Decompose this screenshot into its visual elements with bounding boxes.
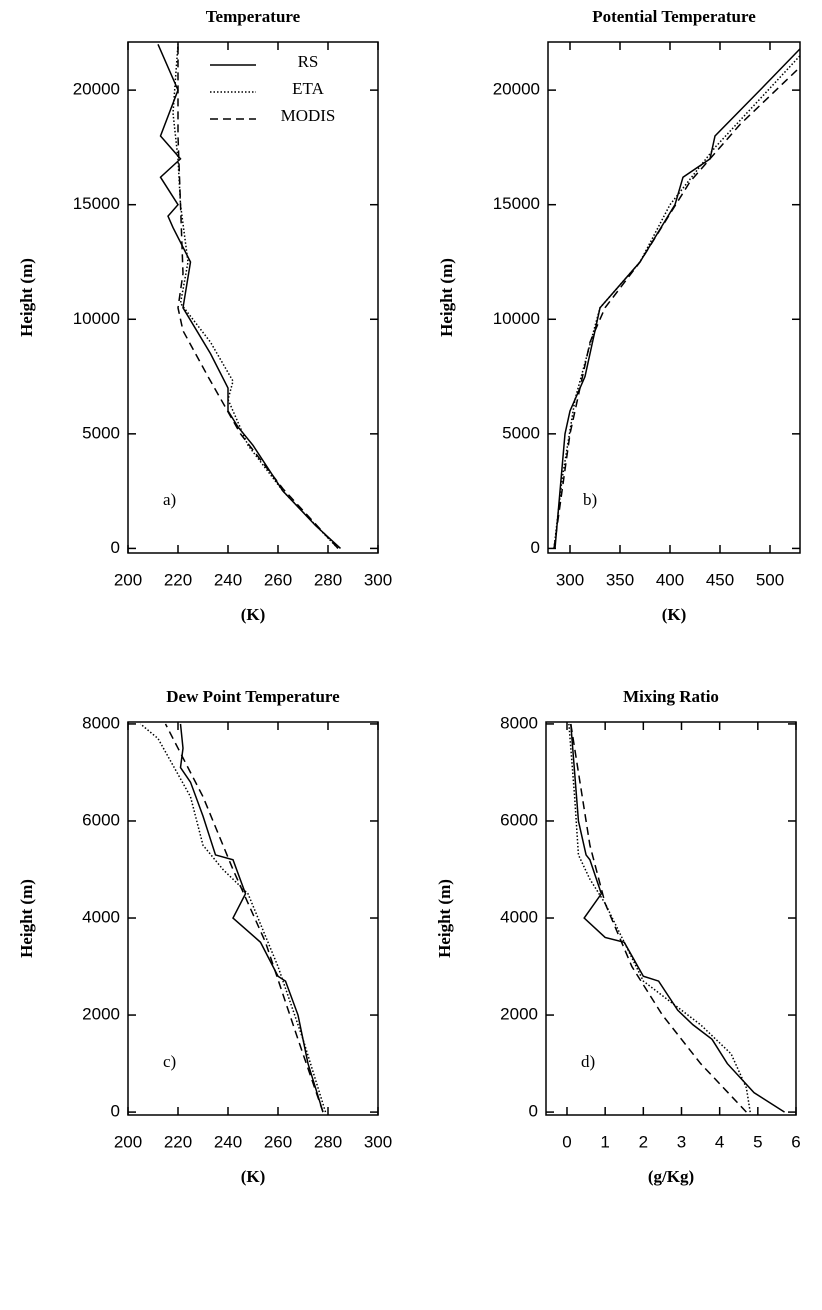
profile-line	[140, 723, 327, 1113]
panel-label: c)	[163, 1052, 176, 1071]
y-tick-label: 15000	[73, 194, 120, 213]
profile-line	[179, 723, 324, 1113]
panel-title: Dew Point Temperature	[166, 687, 340, 706]
x-axis-label: (K)	[241, 605, 266, 624]
x-axis-label: (K)	[241, 1167, 266, 1186]
x-tick-label: 5	[753, 1132, 762, 1151]
x-tick-label: 280	[314, 1132, 342, 1151]
y-axis-label: Height (m)	[435, 879, 454, 958]
panel-label: b)	[583, 490, 597, 509]
y-tick-label: 2000	[500, 1005, 538, 1024]
profile-line	[172, 44, 339, 549]
profile-line	[164, 723, 324, 1113]
x-tick-label: 260	[264, 1132, 292, 1151]
y-tick-label: 2000	[82, 1005, 120, 1024]
x-tick-label: 400	[656, 570, 684, 589]
x-tick-label: 200	[114, 1132, 142, 1151]
y-axis-label: Height (m)	[437, 258, 456, 337]
panel-title: Potential Temperature	[592, 7, 756, 26]
panel-title: Mixing Ratio	[623, 687, 719, 706]
x-tick-label: 300	[364, 570, 392, 589]
x-tick-label: 350	[606, 570, 634, 589]
profile-line	[554, 48, 801, 549]
y-tick-label: 0	[529, 1102, 538, 1121]
profile-line	[177, 44, 339, 549]
plot-frame	[127, 41, 379, 554]
x-tick-label: 300	[364, 1132, 392, 1151]
y-tick-label: 5000	[502, 423, 540, 442]
x-tick-label: 220	[164, 1132, 192, 1151]
x-tick-label: 1	[600, 1132, 609, 1151]
x-tick-label: 4	[715, 1132, 724, 1151]
y-tick-label: 8000	[500, 713, 538, 732]
x-tick-label: 240	[214, 570, 242, 589]
y-tick-label: 0	[531, 538, 540, 557]
profile-line	[553, 66, 801, 549]
x-tick-label: 280	[314, 570, 342, 589]
y-tick-label: 10000	[493, 309, 540, 328]
profile-line	[157, 43, 342, 549]
y-tick-label: 20000	[493, 80, 540, 99]
y-tick-label: 10000	[73, 309, 120, 328]
legend-label: MODIS	[281, 106, 336, 125]
legend-label: RS	[298, 52, 319, 71]
y-tick-label: 5000	[82, 423, 120, 442]
x-tick-label: 450	[706, 570, 734, 589]
panel-label: d)	[581, 1052, 595, 1071]
x-tick-label: 6	[791, 1132, 800, 1151]
x-tick-label: 220	[164, 570, 192, 589]
x-tick-label: 240	[214, 1132, 242, 1151]
x-tick-label: 0	[562, 1132, 571, 1151]
plot-frame	[547, 41, 801, 554]
y-tick-label: 15000	[493, 194, 540, 213]
x-tick-label: 3	[677, 1132, 686, 1151]
y-tick-label: 0	[111, 538, 120, 557]
x-tick-label: 200	[114, 570, 142, 589]
y-tick-label: 4000	[82, 907, 120, 926]
y-tick-label: 6000	[500, 810, 538, 829]
x-tick-label: 2	[639, 1132, 648, 1151]
y-tick-label: 20000	[73, 80, 120, 99]
profile-line	[570, 723, 747, 1113]
panel-title: Temperature	[206, 7, 301, 26]
panel-label: a)	[163, 490, 176, 509]
x-tick-label: 300	[556, 570, 584, 589]
y-tick-label: 8000	[82, 713, 120, 732]
x-tick-label: 500	[756, 570, 784, 589]
y-axis-label: Height (m)	[17, 258, 36, 337]
x-tick-label: 260	[264, 570, 292, 589]
profile-line	[553, 55, 801, 549]
profile-line	[568, 723, 751, 1113]
y-axis-label: Height (m)	[17, 879, 36, 958]
y-tick-label: 4000	[500, 907, 538, 926]
y-tick-label: 0	[111, 1102, 120, 1121]
x-axis-label: (K)	[662, 605, 687, 624]
legend-label: ETA	[292, 79, 324, 98]
x-axis-label: (g/Kg)	[648, 1167, 694, 1186]
profile-line	[570, 723, 785, 1113]
y-tick-label: 6000	[82, 810, 120, 829]
